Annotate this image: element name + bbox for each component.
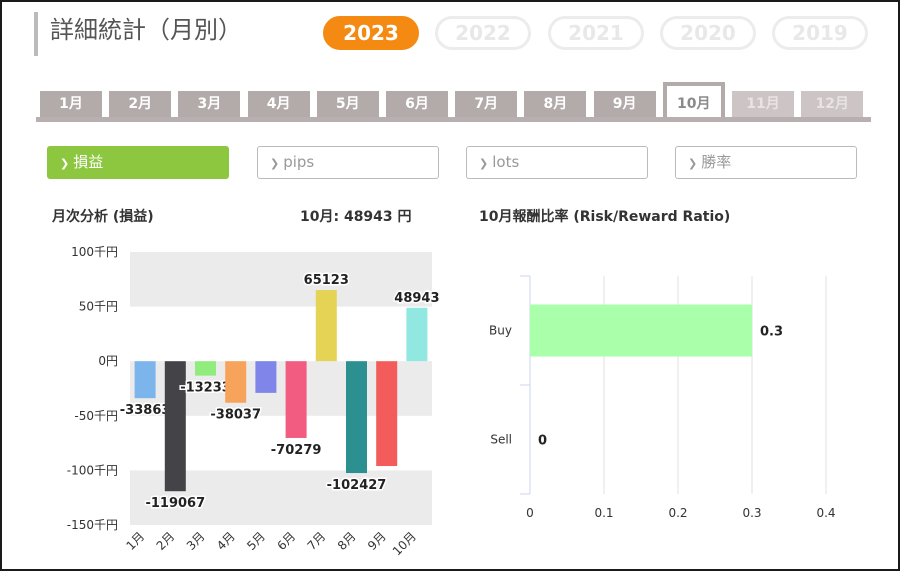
- year-2020-button[interactable]: 2020: [660, 16, 756, 50]
- bar-4月: [225, 361, 247, 403]
- year-2022-button[interactable]: 2022: [435, 16, 531, 50]
- y-tick-label: Sell: [490, 433, 512, 447]
- x-tick-label: 10月: [390, 529, 419, 558]
- x-tick-label: 0.4: [816, 506, 835, 520]
- data-label: 0.3: [760, 325, 783, 340]
- tab-underline: [36, 117, 871, 122]
- bar-1月: [134, 361, 156, 399]
- chevron-right-icon: ❯: [60, 157, 70, 170]
- tab-month-6[interactable]: 6月: [386, 91, 448, 118]
- x-tick-label: 0.2: [668, 506, 687, 520]
- chevron-right-icon: ❯: [270, 157, 280, 170]
- data-label: -33863: [120, 403, 171, 418]
- tab-month-4[interactable]: 4月: [247, 91, 310, 118]
- tab-month-2[interactable]: 2月: [109, 91, 172, 118]
- y-tick-label: -50千円: [74, 409, 118, 423]
- chevron-right-icon: ❯: [688, 157, 698, 170]
- y-tick-label: -100千円: [67, 463, 118, 477]
- chevron-right-icon: ❯: [479, 157, 489, 170]
- bar-7月: [315, 290, 337, 362]
- month-summary: 10月: 48943 円: [300, 209, 412, 225]
- x-tick-label: 2月: [154, 529, 178, 553]
- bar-8月: [346, 361, 367, 474]
- metric-lots-button[interactable]: ❯ lots: [466, 146, 648, 179]
- year-2021-button[interactable]: 2021: [548, 16, 644, 50]
- x-tick-label: 1月: [123, 529, 147, 553]
- metric-label: lots: [492, 153, 520, 171]
- risk-reward-chart: 0 0.1 0.2 0.3 0.4 Buy 0.3 Sell 0: [489, 275, 836, 520]
- tab-month-11[interactable]: 11月: [732, 91, 794, 118]
- tab-month-1[interactable]: 1月: [40, 91, 102, 118]
- data-label: 0: [538, 434, 547, 449]
- year-2019-button[interactable]: 2019: [772, 16, 868, 50]
- year-2023-button[interactable]: 2023: [323, 16, 419, 50]
- monthly-chart-title: 月次分析 (損益): [52, 209, 154, 225]
- metric-label: 勝率: [701, 153, 732, 171]
- metric-label: pips: [283, 153, 315, 171]
- metric-profit-button[interactable]: ❯ 損益: [47, 146, 229, 179]
- x-tick-label: 8月: [335, 529, 359, 553]
- metric-label: 損益: [73, 153, 104, 171]
- tab-month-8[interactable]: 8月: [524, 91, 587, 118]
- tab-month-9[interactable]: 9月: [593, 91, 656, 118]
- ratio-chart-title: 10月報酬比率 (Risk/Reward Ratio): [479, 209, 731, 225]
- bar-9月: [376, 361, 398, 467]
- x-tick-label: 9月: [365, 529, 389, 553]
- data-label: -102427: [327, 478, 387, 493]
- tab-month-5[interactable]: 5月: [316, 91, 379, 118]
- tab-month-12[interactable]: 12月: [801, 91, 864, 118]
- y-tick-label: 0円: [98, 354, 118, 368]
- data-label: -70279: [271, 443, 322, 458]
- x-tick-label: 0.1: [594, 506, 613, 520]
- data-label: -119067: [145, 496, 205, 511]
- x-tick-label: 5月: [244, 529, 268, 553]
- bar-Buy: [530, 304, 752, 357]
- bar-6月: [285, 361, 307, 438]
- data-label: -38037: [210, 408, 261, 423]
- y-tick-label: 50千円: [79, 300, 118, 314]
- bar-2月: [164, 361, 186, 492]
- bar-10月: [406, 307, 428, 362]
- grid-band: [130, 252, 432, 307]
- metric-winrate-button[interactable]: ❯ 勝率: [675, 146, 857, 179]
- bar-3月: [195, 361, 216, 376]
- data-label: 65123: [304, 273, 349, 288]
- monthly-pl-chart: 100千円 50千円 0円 -50千円 -100千円 -150千円 -33863 1月 -119…: [67, 245, 441, 558]
- metric-pips-button[interactable]: ❯ pips: [257, 146, 439, 179]
- x-tick-label: 0.3: [742, 506, 761, 520]
- y-tick-label: -150千円: [67, 518, 118, 532]
- y-tick-label: 100千円: [71, 245, 118, 259]
- x-tick-label: 4月: [214, 529, 238, 553]
- y-tick-label: Buy: [489, 324, 512, 338]
- data-label: -13233: [180, 381, 231, 396]
- page-title: 詳細統計（月別）: [34, 12, 242, 56]
- data-label: 48943: [394, 291, 439, 306]
- tab-month-7[interactable]: 7月: [455, 91, 518, 118]
- bar-5月: [255, 361, 277, 393]
- x-tick-label: 6月: [274, 529, 298, 553]
- tab-month-3[interactable]: 3月: [178, 91, 241, 118]
- tab-month-10[interactable]: 10月: [662, 82, 725, 120]
- x-tick-label: 3月: [184, 529, 208, 553]
- x-tick-label: 0: [526, 506, 534, 520]
- x-tick-label: 7月: [305, 529, 329, 553]
